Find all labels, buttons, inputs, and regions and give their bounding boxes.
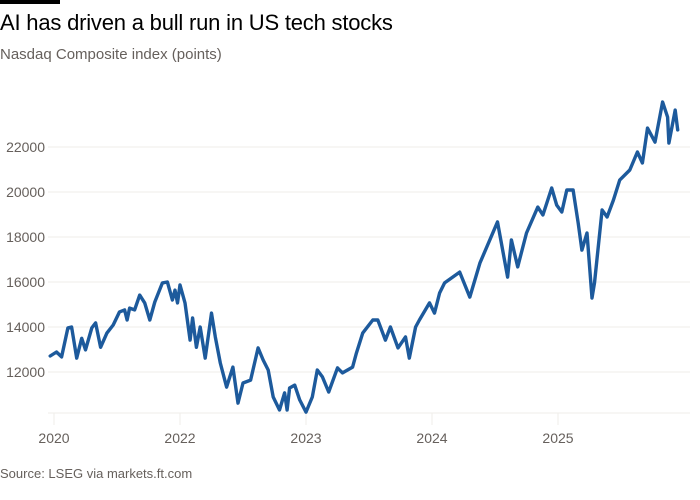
brand-bar: [0, 0, 60, 4]
y-tick-label: 20000: [6, 184, 45, 200]
y-tick-label: 12000: [6, 364, 45, 380]
y-tick-label: 16000: [6, 274, 45, 290]
y-tick-label: 14000: [6, 319, 45, 335]
chart-subtitle: Nasdaq Composite index (points): [0, 46, 222, 63]
source-note: Source: LSEG via markets.ft.com: [0, 466, 193, 481]
x-tick-label: 2024: [416, 430, 447, 446]
y-tick-label: 18000: [6, 229, 45, 245]
chart-title: AI has driven a bull run in US tech stoc…: [0, 10, 393, 35]
y-tick-label: 22000: [6, 139, 45, 155]
x-tick-label: 2023: [290, 430, 321, 446]
x-tick-label: 2025: [542, 430, 573, 446]
series-line: [48, 100, 680, 414]
x-tick-label: 2022: [164, 430, 195, 446]
x-tick-label: 2020: [38, 430, 69, 446]
